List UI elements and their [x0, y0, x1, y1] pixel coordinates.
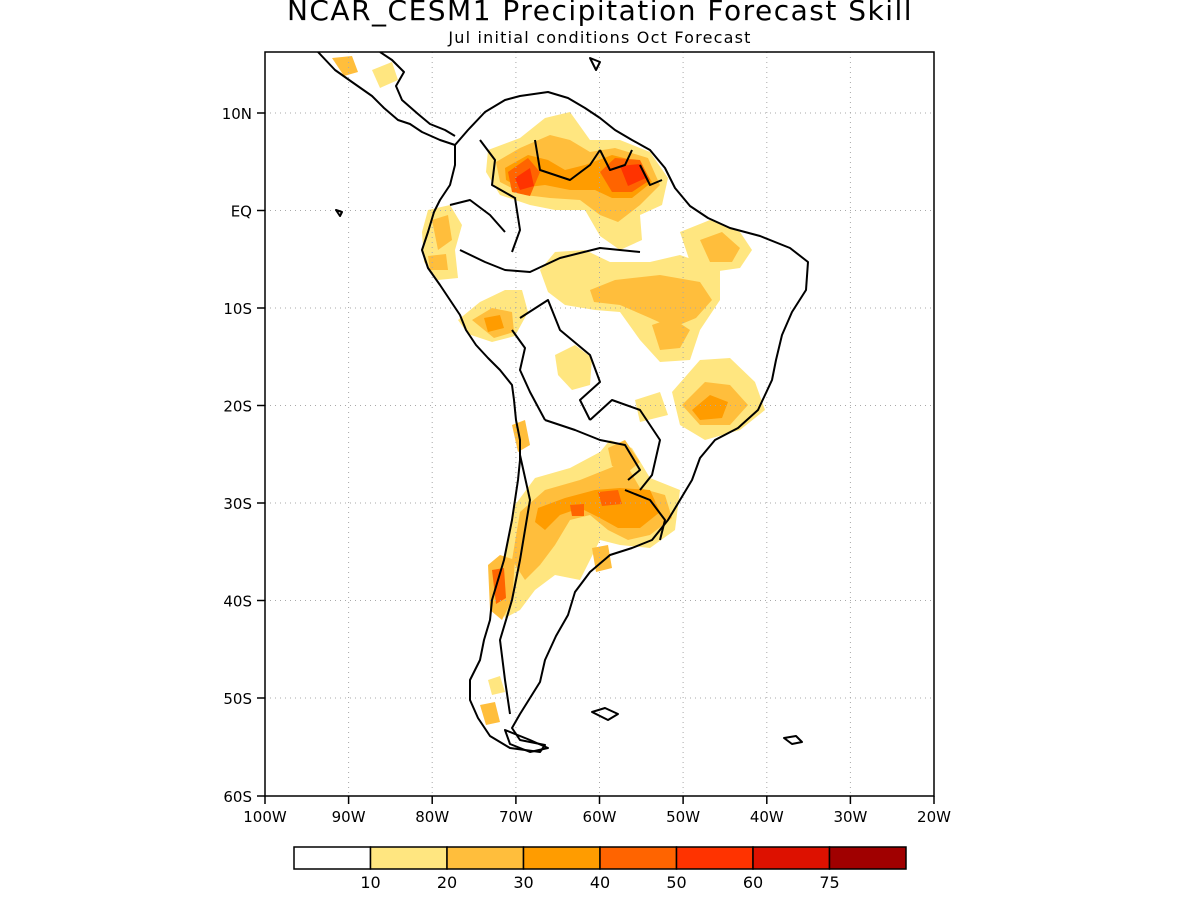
- lat-tick-label: 60S: [223, 788, 252, 806]
- skill-shading: [332, 56, 765, 725]
- country-border: [534, 139, 601, 181]
- skill-region: [608, 440, 640, 472]
- map-subtitle: Jul initial conditions Oct Forecast: [448, 28, 752, 47]
- skill-region: [432, 215, 452, 250]
- skill-region: [652, 318, 690, 350]
- galapagos: [335, 209, 343, 217]
- country-border: [449, 199, 506, 233]
- lon-tick-label: 50W: [666, 808, 700, 826]
- skill-region: [492, 568, 506, 604]
- country-border: [544, 419, 641, 481]
- country-border: [459, 247, 641, 273]
- skill-region: [515, 168, 534, 190]
- color-bar-legend: 10 20 30 40 50 60 75: [293, 846, 907, 892]
- lat-tick-labels: 10N EQ 10S 20S 30S 40S 50S 60S: [222, 105, 252, 806]
- lon-tick-label: 90W: [332, 808, 366, 826]
- lon-tick-label: 30W: [833, 808, 867, 826]
- colorbar-box: [446, 846, 525, 870]
- lat-tick-label: 10N: [222, 105, 252, 123]
- colorbar-box: [599, 846, 678, 870]
- skill-region: [692, 395, 728, 420]
- skill-region: [570, 504, 584, 516]
- lon-tick-label: 100W: [243, 808, 287, 826]
- lat-tick-label: 20S: [223, 398, 252, 416]
- colorbar-label: 40: [590, 873, 610, 892]
- colorbar-label: 75: [819, 873, 839, 892]
- graticule: [265, 52, 934, 796]
- trinidad: [589, 57, 601, 71]
- lat-tick-label: 50S: [223, 690, 252, 708]
- lat-tick-label: 30S: [223, 495, 252, 513]
- lat-tick-label: EQ: [231, 203, 252, 221]
- lon-tick-label: 60W: [583, 808, 617, 826]
- coastlines: [317, 52, 809, 753]
- south-georgia: [783, 735, 803, 745]
- country-border: [639, 164, 663, 186]
- country-border: [589, 399, 661, 491]
- skill-region: [480, 702, 500, 725]
- lon-tick-label: 40W: [750, 808, 784, 826]
- tierra-del-fuego: [504, 729, 549, 753]
- skill-region: [512, 420, 530, 452]
- skill-region: [488, 676, 505, 695]
- country-border: [479, 139, 521, 253]
- central-america-coast: [317, 52, 456, 146]
- colorbar-box: [675, 846, 754, 870]
- country-border: [499, 454, 531, 715]
- colorbar-box: [522, 846, 601, 870]
- skill-region: [590, 275, 712, 328]
- skill-region: [620, 164, 646, 186]
- skill-region: [372, 62, 398, 88]
- country-border: [511, 329, 546, 421]
- colorbar-label: 30: [513, 873, 533, 892]
- skill-region: [700, 232, 740, 262]
- colorbar-label: 50: [666, 873, 686, 892]
- colorbar-box: [369, 846, 448, 870]
- skill-region: [484, 315, 504, 332]
- colorbar-label: 60: [743, 873, 763, 892]
- colorbar-box: [293, 846, 372, 870]
- skill-region: [535, 488, 660, 530]
- colorbar-label: 10: [360, 873, 380, 892]
- skill-region: [428, 254, 448, 270]
- colorbar-label: 20: [437, 873, 457, 892]
- colorbar-box: [828, 846, 907, 870]
- lon-tick-label: 70W: [499, 808, 533, 826]
- lon-tick-label: 20W: [917, 808, 951, 826]
- skill-region: [555, 345, 592, 390]
- lon-tick-labels: 100W 90W 80W 70W 60W 50W 40W 30W 20W: [243, 808, 951, 826]
- country-border: [519, 299, 601, 421]
- colorbar-box: [752, 846, 831, 870]
- country-border: [599, 149, 633, 171]
- lat-tick-label: 10S: [223, 300, 252, 318]
- axis-ticks: [257, 112, 935, 804]
- south-america-coast: [421, 91, 809, 753]
- skill-region: [635, 392, 668, 422]
- lon-tick-label: 80W: [415, 808, 449, 826]
- skill-region: [332, 56, 358, 76]
- map-title: NCAR_CESM1 Precipitation Forecast Skill: [286, 0, 914, 27]
- lat-tick-label: 40S: [223, 593, 252, 611]
- falkland-islands: [591, 707, 619, 721]
- skill-region: [598, 490, 622, 506]
- country-border: [624, 489, 666, 541]
- central-america-coast: [379, 52, 456, 137]
